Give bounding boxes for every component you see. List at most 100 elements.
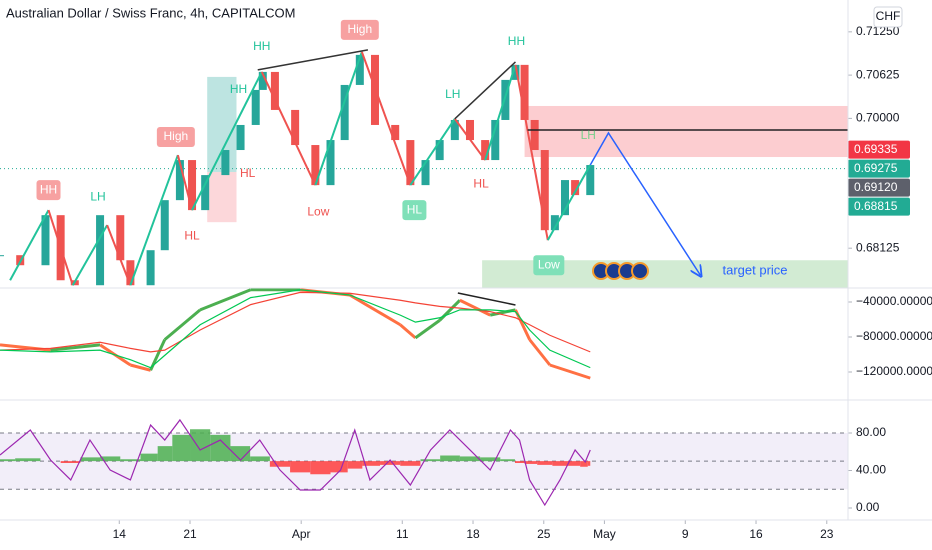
- currency-box: [873, 6, 903, 28]
- candle: [355, 54, 364, 85]
- histogram-bar: [15, 458, 41, 462]
- zigzag-segment: [47, 209, 74, 286]
- candle: [146, 250, 155, 286]
- zigzag-segment: [484, 64, 517, 161]
- candle: [41, 215, 50, 266]
- candle: [550, 215, 559, 231]
- x-tick-label: 11: [396, 527, 409, 541]
- zigzag-segment: [176, 154, 194, 211]
- x-tick-label: May: [593, 527, 616, 541]
- zigzag-segment: [514, 64, 549, 241]
- series-segment: [50, 343, 101, 352]
- series-segment: [459, 298, 491, 317]
- annotation-box: [340, 19, 379, 40]
- candle: [586, 165, 595, 196]
- annotation: HL: [240, 166, 256, 180]
- histogram-bar: [514, 461, 525, 463]
- zone: [524, 105, 848, 158]
- candle: [501, 79, 510, 120]
- candle: [251, 89, 260, 125]
- histogram-bar: [210, 434, 231, 462]
- candle: [391, 124, 400, 141]
- candle: [406, 140, 415, 186]
- histogram-bar: [440, 455, 460, 462]
- candle: [520, 64, 529, 120]
- series-line: [0, 289, 591, 369]
- zigzag-segment: [9, 209, 50, 281]
- histogram-bar: [380, 461, 401, 465]
- histogram-bar: [250, 456, 270, 462]
- price-label: 0.69275: [854, 161, 898, 175]
- candle: [0, 255, 4, 257]
- histogram-bar: [157, 446, 173, 462]
- y-tick-label: 0.70625: [856, 67, 900, 81]
- candle: [160, 200, 169, 251]
- candle: [450, 119, 459, 141]
- y-tick-label: −120000.00000: [856, 364, 932, 378]
- candle: [96, 215, 105, 286]
- annotation: Low: [307, 204, 329, 218]
- price-label: 0.69120: [854, 180, 898, 194]
- candle: [421, 160, 430, 186]
- x-tick-label: 18: [466, 527, 480, 541]
- zigzag-segment: [546, 164, 592, 241]
- candle: [491, 119, 500, 161]
- candle: [175, 160, 184, 201]
- histogram-bar: [60, 461, 81, 463]
- candle: [511, 64, 520, 80]
- candle: [540, 150, 549, 231]
- annotation: Low: [538, 257, 560, 271]
- histogram-bar: [347, 461, 363, 469]
- annotation: HL: [407, 202, 423, 216]
- annotation: HL: [184, 228, 200, 242]
- histogram-bar: [500, 459, 515, 462]
- y-tick-label: 0.70000: [856, 111, 900, 125]
- y-tick-label: −80000.00000: [856, 329, 932, 343]
- histogram-bar: [100, 456, 121, 462]
- zigzag-segment: [314, 51, 363, 186]
- price-label-box: [848, 197, 910, 216]
- candle: [326, 140, 335, 186]
- candle: [236, 124, 245, 151]
- histogram-bar: [230, 446, 251, 462]
- annotation: LH: [445, 87, 460, 101]
- annotation: High: [164, 129, 189, 143]
- candle: [340, 84, 349, 141]
- series-line: [0, 291, 591, 353]
- histogram-bar: [330, 461, 348, 473]
- zigzag-segment: [129, 154, 179, 286]
- plot-layer: HH LH High HL HH HL HH High Low LH HL HL HH LH Low targ…: [0, 19, 932, 541]
- series-segment: [528, 338, 552, 366]
- zigzag-segment: [191, 71, 263, 211]
- candle: [311, 145, 320, 186]
- annotation-box: [36, 180, 61, 201]
- zone: [207, 172, 237, 223]
- x-tick-label: 16: [749, 527, 763, 541]
- annotation: HH: [40, 182, 57, 196]
- series-segment: [130, 363, 151, 372]
- y-tick-label: 0.68125: [856, 240, 900, 254]
- series-segment: [199, 288, 252, 312]
- histogram-bar: [362, 461, 381, 466]
- histogram-bar: [290, 461, 311, 473]
- histogram-bar: [400, 461, 421, 466]
- x-tick-label: 14: [113, 527, 127, 541]
- candle: [465, 119, 474, 141]
- histogram-bar: [580, 461, 588, 467]
- annotation: HH: [253, 39, 270, 53]
- y-tick-label: 0.71250: [856, 24, 900, 38]
- histogram-bar: [552, 461, 568, 466]
- pane: HH LH High HL HH HL HH High Low LH HL HL HH LH Low targ…: [0, 19, 848, 288]
- pane: [0, 288, 591, 380]
- y-tick-label: 40.00: [856, 463, 886, 477]
- histogram-bar: [480, 457, 501, 462]
- y-tick-label: −40000.00000: [856, 294, 932, 308]
- candle: [116, 215, 125, 261]
- histogram-bar: [310, 461, 331, 475]
- projection-arrow: [589, 131, 700, 275]
- candle: [270, 71, 279, 110]
- annotation: target price: [722, 263, 787, 278]
- series-segment: [399, 323, 417, 340]
- x-tick-label: 25: [537, 527, 551, 541]
- annotation-box: [402, 200, 427, 221]
